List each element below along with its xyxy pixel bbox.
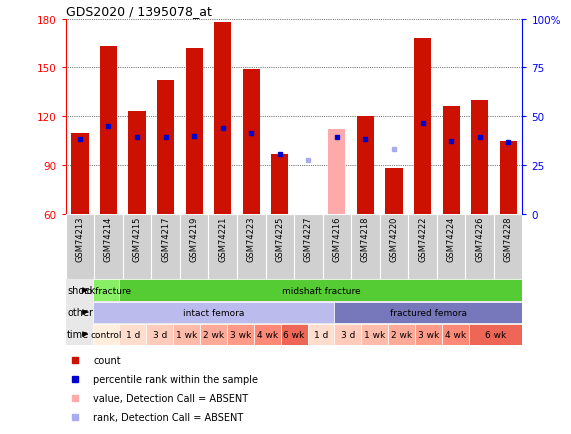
Text: GSM74226: GSM74226 — [475, 217, 484, 262]
Bar — [227, 324, 254, 345]
Bar — [128, 112, 146, 214]
Text: 6 wk: 6 wk — [485, 330, 506, 339]
Text: GSM74223: GSM74223 — [247, 217, 256, 262]
Text: GSM74218: GSM74218 — [361, 217, 370, 262]
Text: GSM74228: GSM74228 — [504, 217, 513, 262]
Bar — [414, 39, 431, 214]
Bar — [335, 302, 522, 323]
Text: GSM74222: GSM74222 — [418, 217, 427, 262]
Bar — [119, 280, 522, 301]
Text: GSM74219: GSM74219 — [190, 217, 199, 262]
Bar — [500, 141, 517, 214]
Text: GSM74224: GSM74224 — [447, 217, 456, 262]
Text: no fracture: no fracture — [81, 286, 131, 295]
Text: 1 d: 1 d — [126, 330, 140, 339]
Text: GSM74213: GSM74213 — [75, 217, 85, 262]
Bar — [469, 324, 522, 345]
Text: 3 wk: 3 wk — [230, 330, 251, 339]
Bar — [93, 324, 119, 345]
Text: 4 wk: 4 wk — [445, 330, 466, 339]
Text: 3 d: 3 d — [152, 330, 167, 339]
Text: GSM74217: GSM74217 — [161, 217, 170, 262]
Text: 2 wk: 2 wk — [391, 330, 412, 339]
Text: GSM74221: GSM74221 — [218, 217, 227, 262]
Text: count: count — [93, 355, 120, 365]
Text: 4 wk: 4 wk — [256, 330, 278, 339]
Bar — [442, 324, 469, 345]
Bar — [214, 23, 231, 214]
Bar — [93, 280, 119, 301]
Bar — [388, 324, 415, 345]
Text: GSM74225: GSM74225 — [275, 217, 284, 262]
Text: GSM74220: GSM74220 — [389, 217, 399, 262]
Bar — [335, 324, 361, 345]
Bar — [243, 70, 260, 214]
Bar — [146, 324, 173, 345]
Bar — [93, 302, 335, 323]
Bar — [71, 133, 89, 214]
Text: 3 wk: 3 wk — [418, 330, 439, 339]
Text: GSM74214: GSM74214 — [104, 217, 113, 262]
Text: GSM74216: GSM74216 — [332, 217, 341, 262]
Bar — [415, 324, 442, 345]
Bar — [119, 324, 146, 345]
Bar — [443, 107, 460, 214]
Bar — [200, 324, 227, 345]
Text: 3 d: 3 d — [341, 330, 355, 339]
Text: GSM74227: GSM74227 — [304, 217, 313, 262]
Text: fractured femora: fractured femora — [390, 308, 467, 317]
Text: midshaft fracture: midshaft fracture — [282, 286, 360, 295]
Bar — [157, 81, 174, 214]
Bar — [173, 324, 200, 345]
Text: control: control — [90, 330, 122, 339]
Text: rank, Detection Call = ABSENT: rank, Detection Call = ABSENT — [93, 412, 243, 422]
Text: 1 d: 1 d — [313, 330, 328, 339]
Text: 1 wk: 1 wk — [176, 330, 197, 339]
Text: value, Detection Call = ABSENT: value, Detection Call = ABSENT — [93, 393, 248, 403]
Text: 2 wk: 2 wk — [203, 330, 224, 339]
Text: other: other — [67, 307, 93, 317]
Text: shock: shock — [67, 286, 95, 296]
Bar — [308, 324, 335, 345]
Bar — [280, 324, 308, 345]
Text: 6 wk: 6 wk — [283, 330, 305, 339]
Bar — [385, 169, 403, 214]
Text: intact femora: intact femora — [183, 308, 244, 317]
Bar — [361, 324, 388, 345]
Text: GSM74215: GSM74215 — [132, 217, 142, 262]
Bar — [186, 49, 203, 214]
Bar — [100, 47, 117, 214]
Text: percentile rank within the sample: percentile rank within the sample — [93, 374, 258, 384]
Text: 1 wk: 1 wk — [364, 330, 385, 339]
Bar — [471, 101, 488, 214]
Bar — [357, 117, 374, 214]
Bar — [328, 130, 345, 214]
Bar — [271, 155, 288, 214]
Text: time: time — [67, 329, 89, 339]
Bar — [254, 324, 280, 345]
Text: GDS2020 / 1395078_at: GDS2020 / 1395078_at — [66, 5, 211, 18]
